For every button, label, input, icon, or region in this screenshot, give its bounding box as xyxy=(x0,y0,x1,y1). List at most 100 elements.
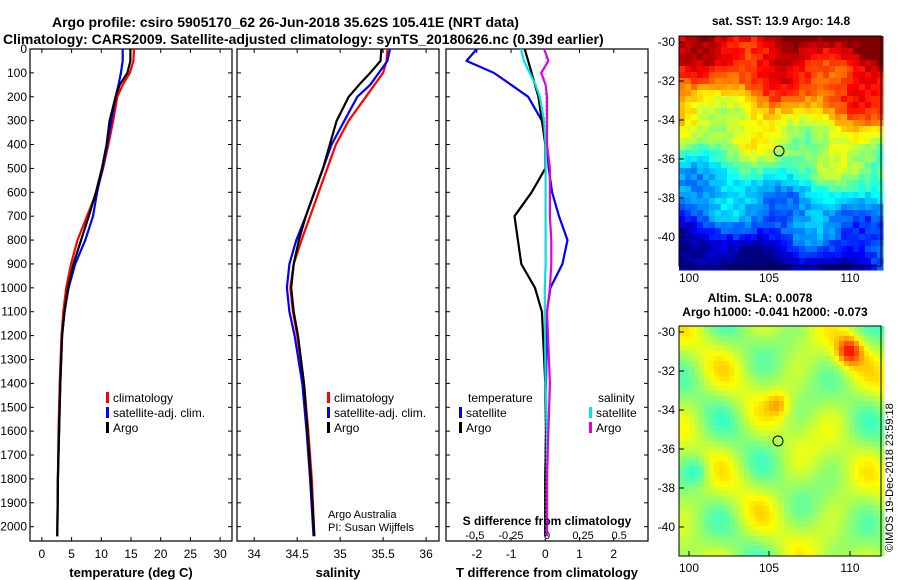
map-cell xyxy=(775,222,782,229)
map-cell xyxy=(739,531,745,537)
map-cell xyxy=(805,204,812,211)
map-cell xyxy=(691,108,698,115)
map-cell xyxy=(805,114,812,121)
map-cell xyxy=(699,451,705,457)
map-cell xyxy=(849,356,855,362)
map-cell xyxy=(734,351,740,357)
map-cell xyxy=(719,351,725,357)
map-cell xyxy=(689,326,695,332)
map-cell xyxy=(839,466,845,472)
map-cell xyxy=(879,376,885,382)
map-cell xyxy=(834,526,840,532)
map-cell xyxy=(799,222,806,229)
map-cell xyxy=(811,114,818,121)
map-cell xyxy=(839,456,845,462)
map-cell xyxy=(757,222,764,229)
map-cell xyxy=(733,120,740,127)
map-cell xyxy=(853,198,860,205)
legend-satellite-adj-swatch xyxy=(106,407,109,418)
map-cell xyxy=(733,168,740,175)
map-cell xyxy=(879,526,885,532)
map-cell xyxy=(864,416,870,422)
map-cell xyxy=(799,326,805,332)
map-cell xyxy=(793,120,800,127)
map-cell xyxy=(844,531,850,537)
map-cell xyxy=(734,401,740,407)
map-cell xyxy=(835,102,842,109)
map-cell xyxy=(799,120,806,127)
map-cell xyxy=(849,341,855,347)
map-cell xyxy=(839,396,845,402)
map-cell xyxy=(764,481,770,487)
map-cell xyxy=(789,401,795,407)
map-cell xyxy=(709,356,715,362)
map-cell xyxy=(799,258,806,265)
map-cell xyxy=(727,90,734,97)
map-cell xyxy=(699,371,705,377)
map-cell xyxy=(819,516,825,522)
map-cell xyxy=(739,411,745,417)
map-cell xyxy=(749,401,755,407)
map-cell xyxy=(694,376,700,382)
map-cell xyxy=(764,346,770,352)
map-cell xyxy=(697,204,704,211)
map-cell xyxy=(865,210,872,217)
map-cell xyxy=(689,336,695,342)
map-cell xyxy=(829,264,836,271)
map-cell xyxy=(834,381,840,387)
map-cell xyxy=(714,371,720,377)
map-cell xyxy=(804,336,810,342)
depth-tick-label: 500 xyxy=(7,161,27,175)
map-cell xyxy=(799,162,806,169)
map-cell xyxy=(864,436,870,442)
map-cell xyxy=(784,451,790,457)
map-cell xyxy=(877,138,884,145)
map-cell xyxy=(763,66,770,73)
map-cell xyxy=(781,210,788,217)
map-cell xyxy=(714,451,720,457)
map-cell xyxy=(719,371,725,377)
map-cell xyxy=(685,126,692,133)
map-cell xyxy=(775,228,782,235)
map-cell xyxy=(769,356,775,362)
map-cell xyxy=(749,421,755,427)
map-cell xyxy=(817,186,824,193)
map-cell xyxy=(739,376,745,382)
map-cell xyxy=(719,496,725,502)
map-cell xyxy=(849,426,855,432)
map-cell xyxy=(703,264,710,271)
map-cell xyxy=(799,78,806,85)
map-cell xyxy=(859,376,865,382)
map-cell xyxy=(794,496,800,502)
map-cell xyxy=(874,371,880,377)
legend-header-temperature: temperature xyxy=(468,391,533,405)
map-cell xyxy=(805,84,812,91)
map-cell xyxy=(834,446,840,452)
map-cell xyxy=(709,132,716,139)
map-cell xyxy=(775,132,782,139)
map-cell xyxy=(879,491,885,497)
map-cell xyxy=(757,204,764,211)
map-cell xyxy=(794,491,800,497)
map-cell xyxy=(847,162,854,169)
map-cell xyxy=(879,331,885,337)
map-cell xyxy=(733,186,740,193)
map-cell xyxy=(727,60,734,67)
map-cell xyxy=(859,371,865,377)
map-cell xyxy=(694,436,700,442)
map-cell xyxy=(869,361,875,367)
map-cell xyxy=(853,108,860,115)
map-cell xyxy=(751,168,758,175)
map-cell xyxy=(749,381,755,387)
map-cell xyxy=(769,491,775,497)
map-cell xyxy=(799,496,805,502)
map-cell xyxy=(841,180,848,187)
map-cell xyxy=(841,126,848,133)
map-cell xyxy=(727,84,734,91)
map-cell xyxy=(754,346,760,352)
map-cell xyxy=(709,441,715,447)
map-cell xyxy=(864,506,870,512)
map-cell xyxy=(754,506,760,512)
map-cell xyxy=(811,36,818,43)
map-cell xyxy=(714,491,720,497)
